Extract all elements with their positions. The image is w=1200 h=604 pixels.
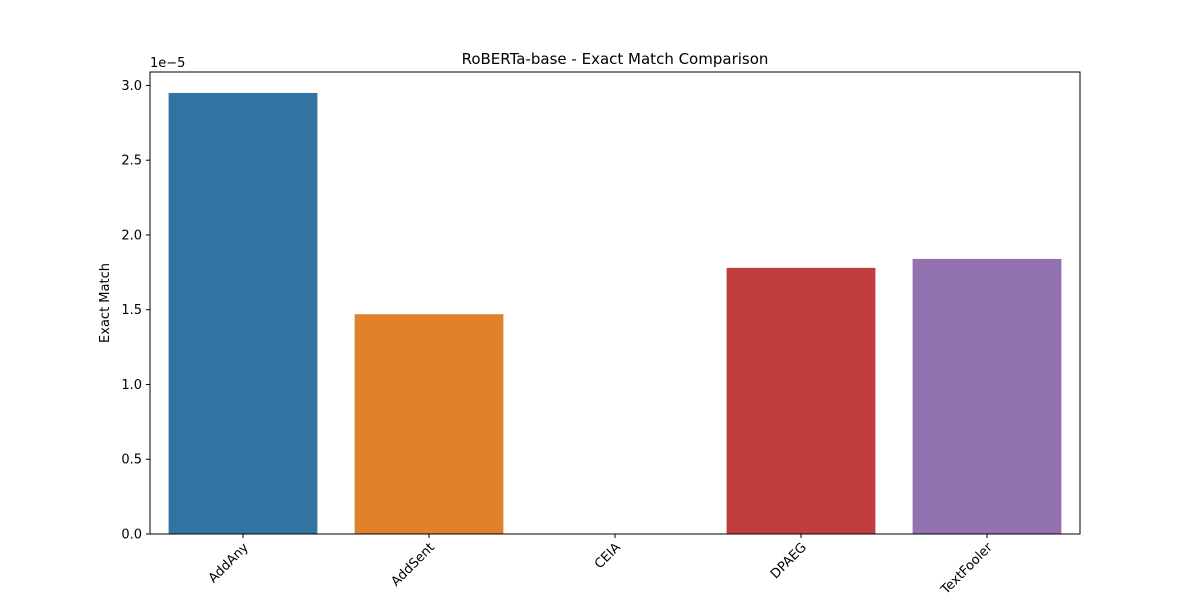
y-tick-label: 2.5: [121, 154, 142, 169]
x-tick-label: TextFooler: [938, 540, 997, 599]
chart-title: RoBERTa-base - Exact Match Comparison: [462, 50, 769, 68]
bars-layer: [168, 92, 1062, 534]
x-tick-label: AddSent: [388, 540, 437, 589]
x-ticks: AddAny AddSent CEIA DPAEG TextFooler: [206, 534, 996, 598]
y-tick-label: 0.0: [121, 528, 142, 543]
bar-addany: [168, 92, 318, 534]
bar-addsent: [354, 314, 504, 534]
y-tick-label: 1.5: [121, 303, 142, 318]
y-tick-label: 3.0: [121, 79, 142, 94]
y-ticks: 0.0 0.5 1.0 1.5 2.0 2.5 3.0: [121, 79, 150, 543]
axis-offset-label: 1e−5: [150, 56, 185, 71]
y-tick-label: 1.0: [121, 378, 142, 393]
y-tick-label: 2.0: [121, 228, 142, 243]
x-tick-label: CEIA: [592, 540, 624, 572]
x-tick-label: AddAny: [206, 540, 252, 586]
y-axis-label: Exact Match: [98, 263, 113, 343]
bar-dpaeg: [726, 267, 876, 534]
y-tick-label: 0.5: [121, 453, 142, 468]
plot-frame: [149, 71, 1081, 535]
bar-textfooler: [912, 258, 1062, 534]
x-tick-label: DPAEG: [768, 540, 810, 582]
